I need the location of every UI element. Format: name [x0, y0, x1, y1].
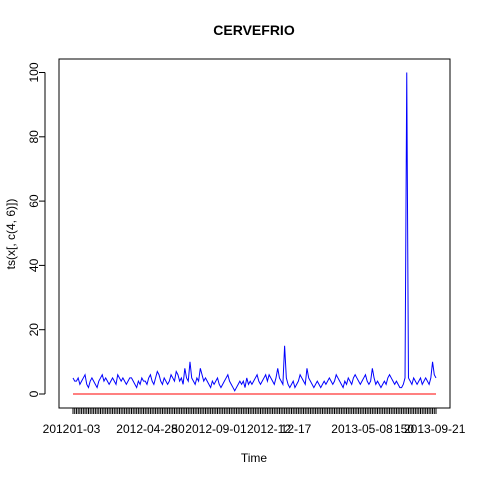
x-axis-label: Time — [241, 451, 268, 465]
plot-border — [58, 58, 451, 409]
y-tick-label: 40 — [27, 258, 41, 272]
y-tick-label: 20 — [27, 323, 41, 337]
x-tick-label: 2013-09-21 — [404, 422, 466, 436]
x-tick-label: 01-03 — [70, 422, 101, 436]
y-axis: 0 20 40 60 80 100 — [27, 62, 46, 397]
series-line-blue — [72, 72, 437, 392]
y-tick-label: 100 — [27, 62, 41, 82]
x-tick-label: 2012-12 — [247, 422, 291, 436]
x-tick-label: 2012-04-28 — [116, 422, 178, 436]
y-tick-label: 60 — [27, 194, 41, 208]
series-layer — [72, 72, 437, 395]
x-tick-label: 12-17 — [281, 422, 312, 436]
y-tick-label: 80 — [27, 130, 41, 144]
x-tick-label: 150 — [394, 422, 414, 436]
x-tick-label: 2012-09-01 — [185, 422, 247, 436]
x-tick-label: 2012 — [43, 422, 70, 436]
y-axis-label: ts(x[, c(4, 6)]) — [4, 199, 18, 270]
chart-title: CERVEFRIO — [213, 22, 295, 38]
x-tick-label: 50 — [171, 422, 185, 436]
y-tick-label: 0 — [27, 390, 41, 397]
x-tick-label: 2013-05-08 — [331, 422, 393, 436]
